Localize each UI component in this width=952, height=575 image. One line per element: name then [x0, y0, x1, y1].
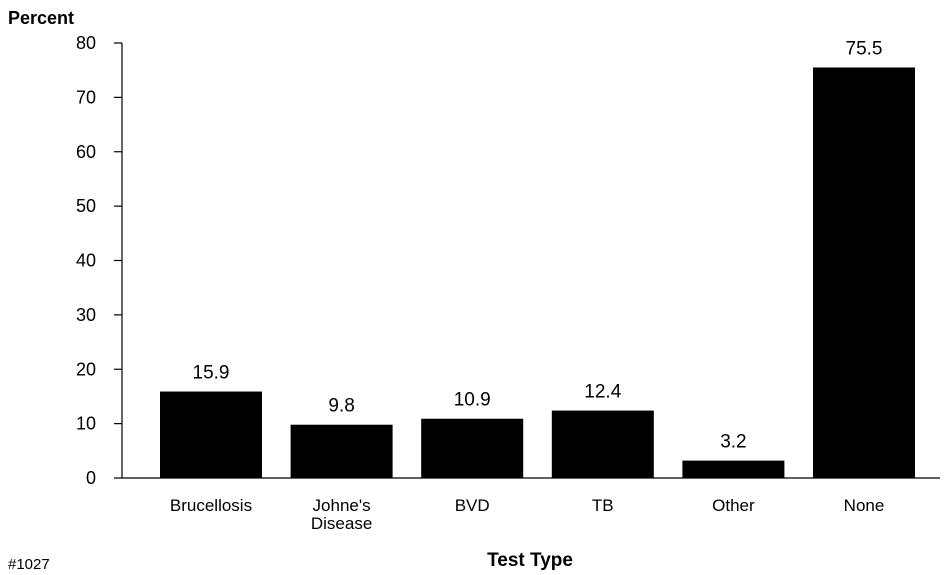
- y-tick-label: 70: [76, 87, 96, 107]
- bar: [421, 418, 524, 478]
- bar-value-label: 12.4: [584, 382, 621, 403]
- y-tick-label: 40: [76, 251, 96, 271]
- bar-value-label: 10.9: [454, 390, 491, 411]
- bar-value-label: 9.8: [328, 396, 354, 417]
- bar: [682, 460, 785, 478]
- bar: [813, 67, 915, 478]
- bar: [160, 391, 262, 478]
- bar-value-label: 75.5: [846, 38, 883, 59]
- y-tick-label: 30: [76, 305, 96, 325]
- figure-id: #1027: [8, 556, 50, 573]
- y-axis: 0 10 20 30 40 50 60 70 80: [76, 33, 123, 488]
- bar-value-label: 15.9: [193, 363, 230, 384]
- x-category-label: None: [844, 496, 885, 515]
- x-category-label: Other: [712, 496, 755, 515]
- y-tick-label: 0: [86, 468, 96, 488]
- y-tick-label: 60: [76, 142, 96, 162]
- y-tick-label: 10: [76, 414, 96, 434]
- x-axis: Brucellosis Johne's Disease BVD TB Other None: [122, 477, 940, 533]
- bars-group: 15.9 9.8 10.9 12.4 3.2 75.5: [160, 38, 915, 478]
- y-axis-title: Percent: [8, 8, 74, 28]
- x-category-label: BVD: [455, 496, 490, 515]
- y-tick-label: 20: [76, 359, 96, 379]
- y-tick-label: 50: [76, 196, 96, 216]
- x-category-label: TB: [592, 496, 614, 515]
- bar: [290, 424, 393, 478]
- x-category-label: Johne's Disease: [311, 496, 372, 533]
- x-axis-title: Test Type: [487, 550, 573, 571]
- bar: [551, 410, 654, 478]
- bar-value-label: 3.2: [720, 432, 746, 453]
- x-category-label: Brucellosis: [170, 496, 252, 515]
- y-tick-label: 80: [76, 33, 96, 53]
